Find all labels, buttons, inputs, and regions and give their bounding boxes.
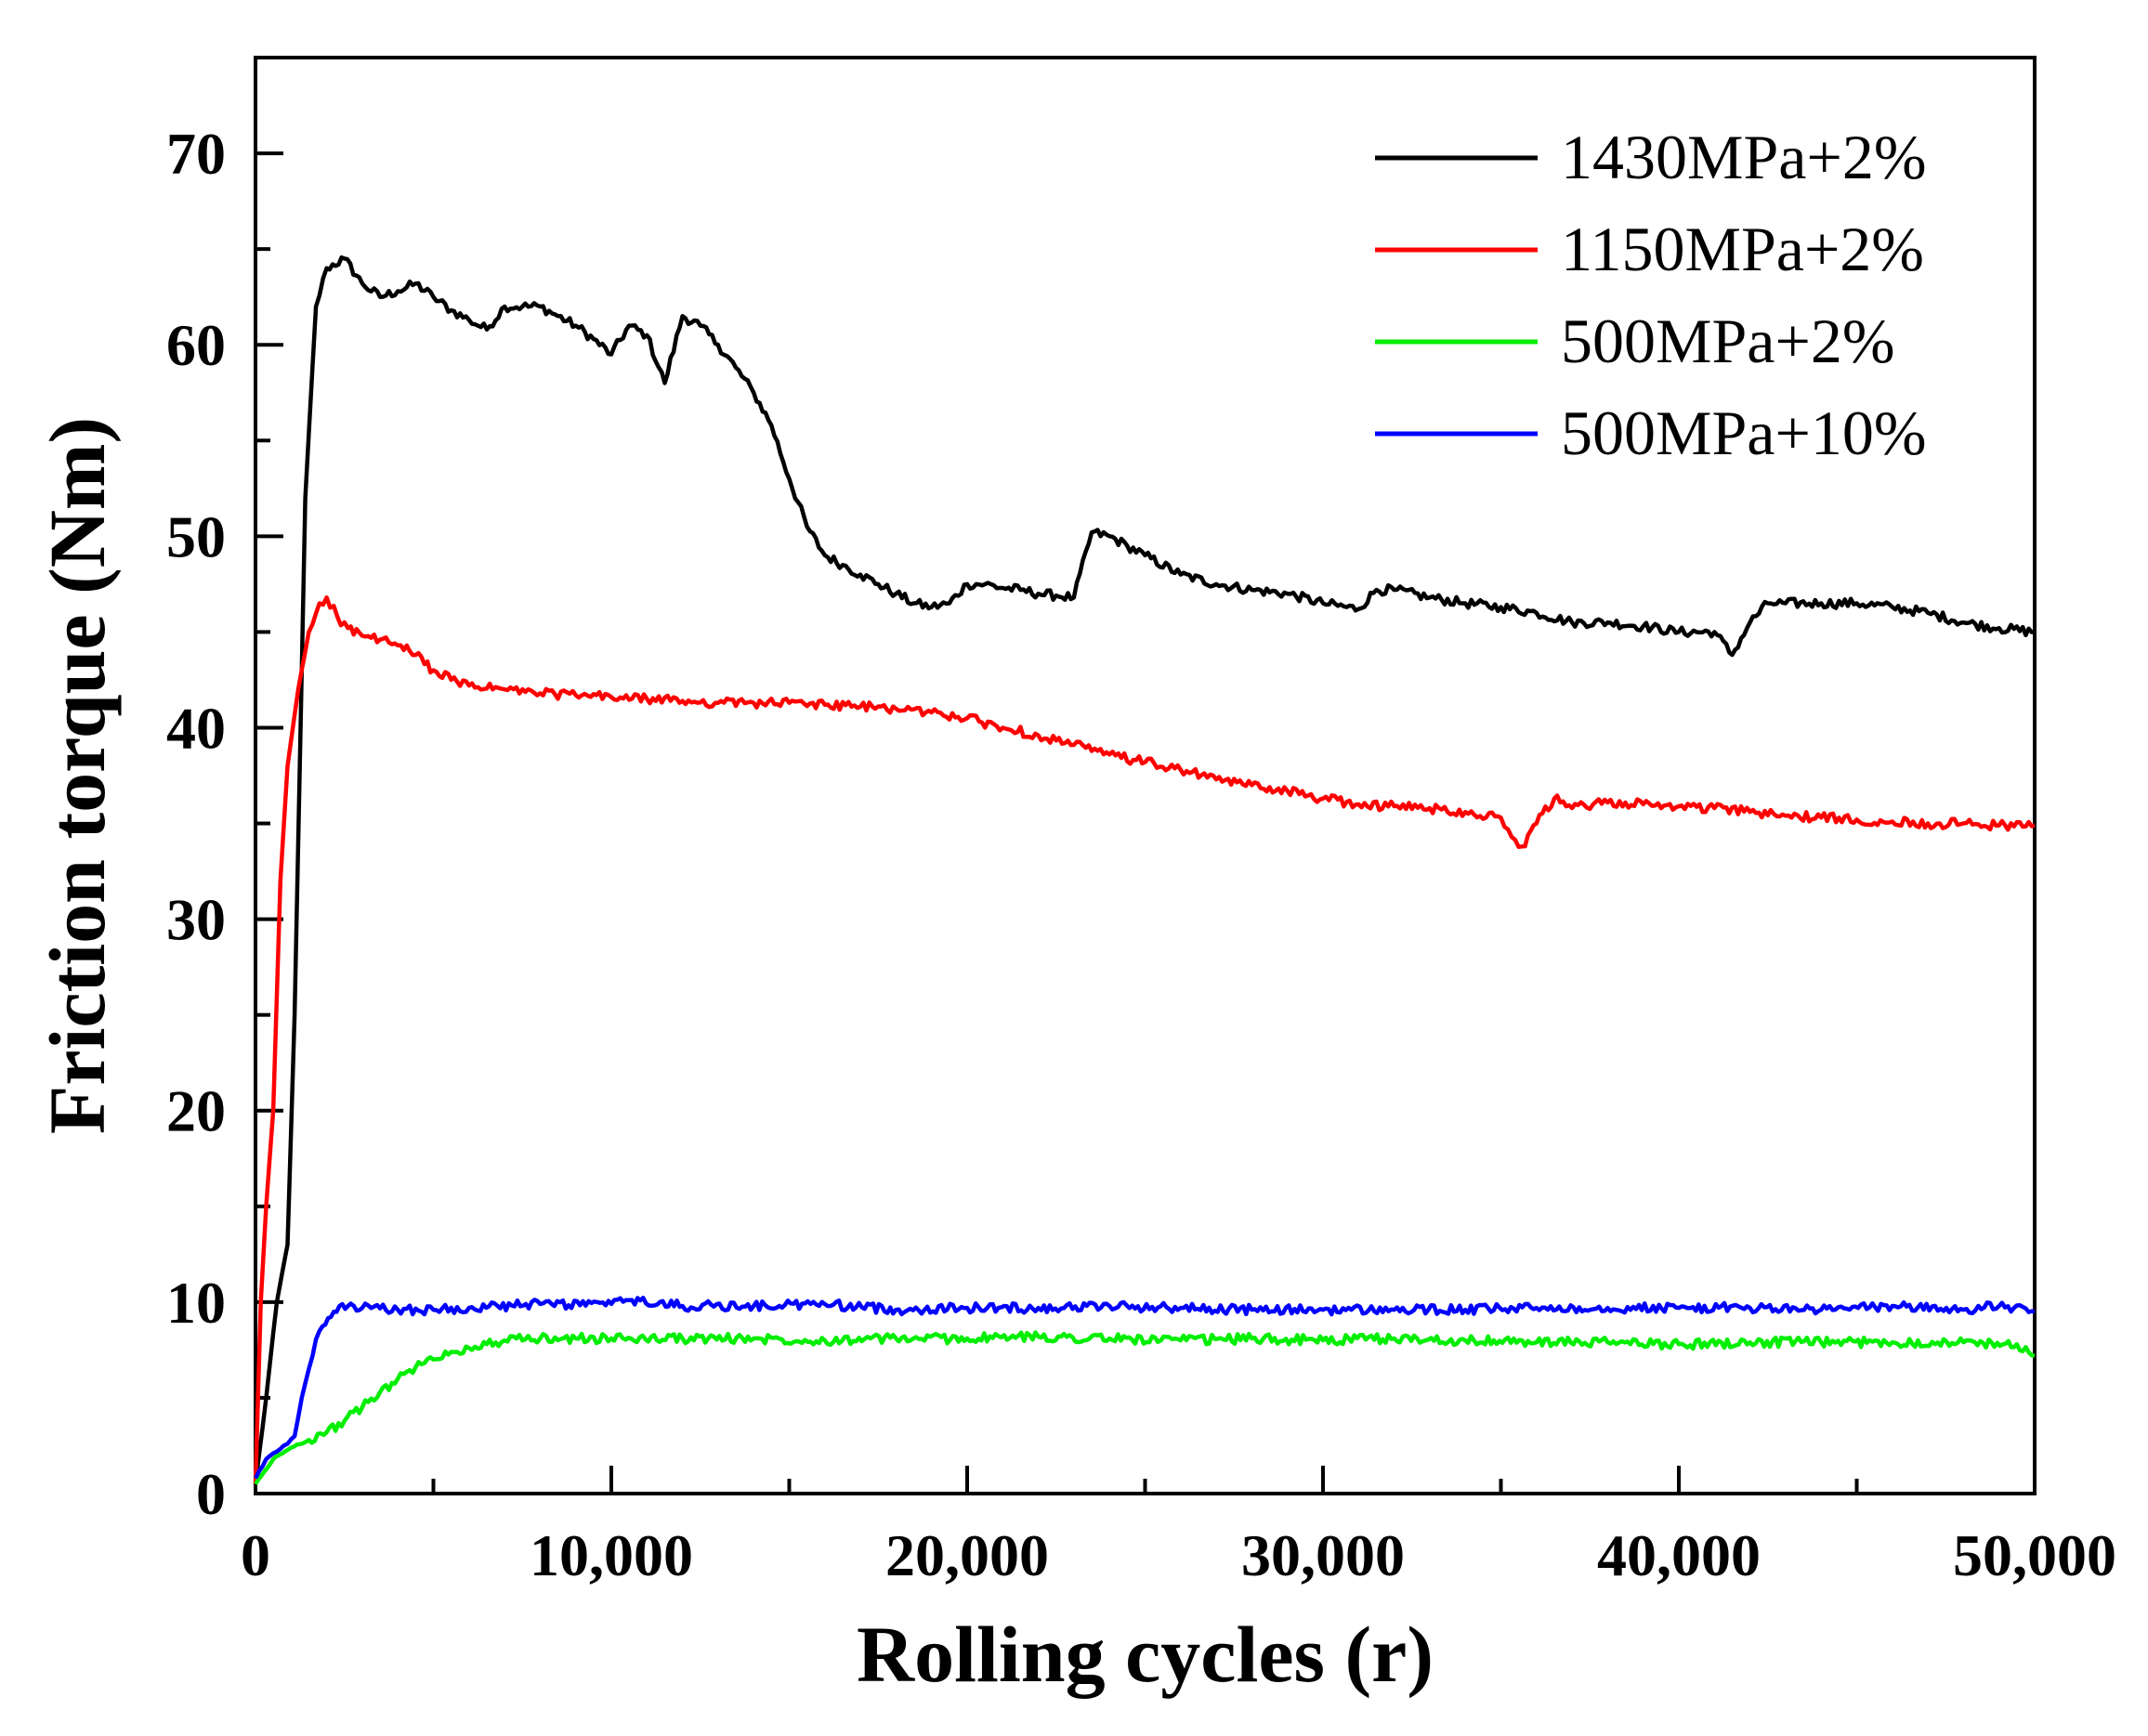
legend-label: 500MPa+10% — [1561, 398, 1926, 468]
y-axis-tick-labels: 0 10 20 30 40 50 60 70 — [166, 121, 226, 1527]
y-tick-label: 50 — [166, 503, 226, 569]
x-tick-label: 40,000 — [1597, 1522, 1761, 1588]
y-tick-label: 0 — [196, 1461, 226, 1527]
x-tick-label: 50,000 — [1953, 1522, 2116, 1588]
series-line-3 — [253, 1295, 2036, 1480]
y-tick-label: 20 — [166, 1078, 226, 1144]
series-line-2 — [254, 1330, 2036, 1485]
legend-label: 1430MPa+2% — [1561, 122, 1926, 192]
legend: 1430MPa+2% 1150MPa+2% 500MPa+2% 500MPa+10% — [1375, 122, 1926, 468]
y-tick-label: 70 — [166, 121, 226, 187]
x-tick-label: 10,000 — [530, 1522, 693, 1588]
y-tick-label: 30 — [166, 887, 226, 953]
x-axis-ticks — [254, 1466, 2037, 1494]
x-tick-label: 20,000 — [885, 1522, 1049, 1588]
x-tick-label: 0 — [241, 1522, 270, 1588]
y-tick-label: 10 — [166, 1270, 226, 1336]
x-axis-title: Rolling cycles (r) — [857, 1610, 1434, 1699]
x-axis-tick-labels: 0 10,000 20,000 30,000 40,000 50,000 — [241, 1522, 2116, 1588]
y-tick-label: 60 — [166, 312, 226, 378]
legend-label: 1150MPa+2% — [1561, 214, 1924, 284]
series-line-0 — [253, 255, 2036, 1484]
legend-label: 500MPa+2% — [1561, 306, 1894, 376]
x-tick-label: 30,000 — [1241, 1522, 1405, 1588]
series-line-1 — [253, 595, 2036, 1484]
series-lines — [253, 255, 2036, 1485]
y-axis-title: Friction torque (Nm) — [33, 417, 122, 1134]
y-tick-label: 40 — [166, 695, 226, 761]
